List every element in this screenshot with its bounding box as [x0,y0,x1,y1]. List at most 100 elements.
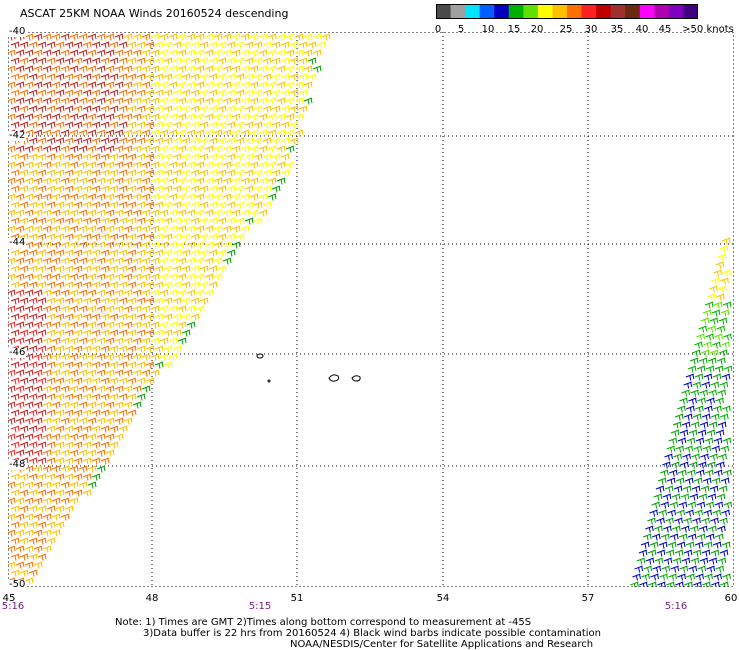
wind-barb [105,65,115,73]
wind-barb [87,161,97,169]
wind-barb [136,57,146,65]
wind-barb [8,433,16,441]
wind-barb [141,145,151,153]
wind-barb [28,425,38,433]
wind-barb [235,121,245,129]
wind-barb [154,185,164,193]
wind-barb [231,209,241,217]
wind-barb [37,473,47,481]
wind-barb [226,217,236,225]
wind-barb [267,113,277,121]
wind-barb [267,81,277,89]
wind-barb [213,113,223,121]
wind-barb [96,465,106,473]
wind-barb [244,89,254,97]
wind-barb [181,185,191,193]
wind-barb [136,249,146,257]
wind-barb [689,357,699,365]
wind-barb [118,73,128,81]
wind-barb [123,177,133,185]
wind-barb [73,41,83,49]
wind-barb [213,33,223,41]
wind-barb [28,345,38,353]
wind-barb [51,401,61,409]
wind-barb [8,49,16,57]
wind-barb [69,289,79,297]
wind-barb [100,361,110,369]
wind-barb [208,281,218,289]
wind-barb [82,41,92,49]
wind-barb [141,113,151,121]
wind-barb [172,73,182,81]
wind-barb [136,89,146,97]
wind-barb [217,185,227,193]
wind-barb [60,241,70,249]
wind-barb [24,305,34,313]
wind-barb [28,441,38,449]
wind-barb [262,169,272,177]
wind-barb [150,97,160,105]
wind-barb [213,129,223,137]
wind-barb [141,97,151,105]
wind-barb [694,509,704,517]
wind-barb [42,97,52,105]
wind-barb [96,401,106,409]
wind-barb [222,129,232,137]
wind-barb [123,65,133,73]
wind-barb [19,489,29,497]
wind-barb [24,289,34,297]
wind-barb [19,89,29,97]
wind-barb [680,461,689,469]
wind-barb [8,497,16,505]
wind-barb [109,137,119,145]
wind-barb [276,177,286,185]
wind-barb [118,313,128,321]
wind-barb [69,193,79,201]
wind-barb [91,441,101,449]
wind-barb [33,113,43,121]
wind-barb [154,169,164,177]
wind-barb [127,345,137,353]
wind-barb [33,289,43,297]
wind-barb [199,57,209,65]
wind-barb [195,209,205,217]
wind-barb [710,549,720,557]
wind-barb [685,509,695,517]
wind-barb [127,169,137,177]
wind-barb [702,309,712,317]
wind-barb [159,81,169,89]
wind-barb [240,129,250,137]
wind-barb [249,177,259,185]
wind-barb [280,153,290,161]
wind-barb [222,193,232,201]
wind-barb [78,225,88,233]
wind-barb [664,485,674,493]
wind-barb [51,177,61,185]
wind-barb [150,129,160,137]
wind-barb [51,353,61,361]
lat-label: -40 [8,26,27,37]
wind-barb [704,405,713,413]
wind-barb [28,217,38,225]
wind-barb [136,137,146,145]
wind-barb [181,89,191,97]
wind-barb [720,445,730,453]
wind-barb [132,209,142,217]
wind-barb [271,185,281,193]
wind-barb [710,349,719,357]
wind-barb [280,73,290,81]
wind-barb [100,217,110,225]
wind-barb [186,145,196,153]
wind-barb [109,169,119,177]
wind-barb [280,89,290,97]
wind-barb [136,73,146,81]
wind-barb [141,273,151,281]
wind-barb [42,177,52,185]
wind-barb [244,201,254,209]
wind-barb [217,121,227,129]
wind-barb [118,41,128,49]
wind-barb [249,145,259,153]
wind-barb [235,169,245,177]
wind-barb [91,409,101,417]
wind-barb [123,401,133,409]
